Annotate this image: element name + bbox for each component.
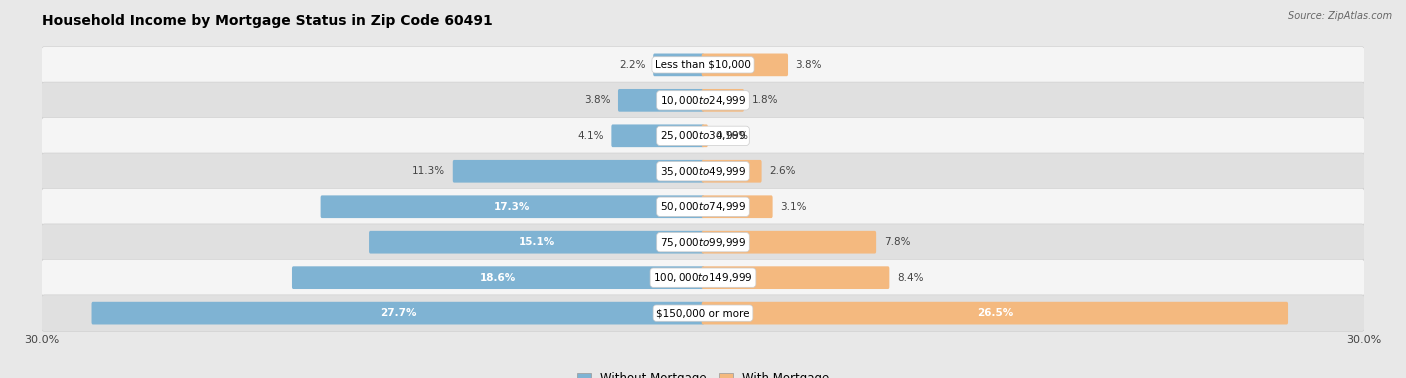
- Text: 0.16%: 0.16%: [716, 131, 748, 141]
- FancyBboxPatch shape: [619, 89, 704, 112]
- FancyBboxPatch shape: [453, 160, 704, 183]
- FancyBboxPatch shape: [41, 82, 1365, 119]
- FancyBboxPatch shape: [91, 302, 704, 324]
- FancyBboxPatch shape: [41, 224, 1365, 260]
- FancyBboxPatch shape: [702, 266, 890, 289]
- Text: $100,000 to $149,999: $100,000 to $149,999: [654, 271, 752, 284]
- Text: $25,000 to $34,999: $25,000 to $34,999: [659, 129, 747, 142]
- Text: 7.8%: 7.8%: [883, 237, 910, 247]
- Text: $35,000 to $49,999: $35,000 to $49,999: [659, 165, 747, 178]
- Text: Household Income by Mortgage Status in Zip Code 60491: Household Income by Mortgage Status in Z…: [42, 14, 494, 28]
- Text: $50,000 to $74,999: $50,000 to $74,999: [659, 200, 747, 213]
- Text: 15.1%: 15.1%: [519, 237, 555, 247]
- FancyBboxPatch shape: [41, 46, 1365, 83]
- Text: 17.3%: 17.3%: [495, 202, 530, 212]
- FancyBboxPatch shape: [41, 118, 1365, 154]
- FancyBboxPatch shape: [702, 89, 744, 112]
- FancyBboxPatch shape: [702, 160, 762, 183]
- Text: $75,000 to $99,999: $75,000 to $99,999: [659, 236, 747, 249]
- Text: 2.6%: 2.6%: [769, 166, 796, 176]
- Text: 8.4%: 8.4%: [897, 273, 924, 283]
- Text: 27.7%: 27.7%: [380, 308, 416, 318]
- Text: Less than $10,000: Less than $10,000: [655, 60, 751, 70]
- FancyBboxPatch shape: [41, 153, 1365, 189]
- FancyBboxPatch shape: [368, 231, 704, 254]
- FancyBboxPatch shape: [702, 302, 1288, 324]
- Text: Source: ZipAtlas.com: Source: ZipAtlas.com: [1288, 11, 1392, 21]
- FancyBboxPatch shape: [292, 266, 704, 289]
- Text: 26.5%: 26.5%: [977, 308, 1012, 318]
- FancyBboxPatch shape: [41, 189, 1365, 225]
- Text: 11.3%: 11.3%: [412, 166, 446, 176]
- Legend: Without Mortgage, With Mortgage: Without Mortgage, With Mortgage: [572, 367, 834, 378]
- Text: $150,000 or more: $150,000 or more: [657, 308, 749, 318]
- FancyBboxPatch shape: [702, 231, 876, 254]
- FancyBboxPatch shape: [321, 195, 704, 218]
- Text: 4.1%: 4.1%: [578, 131, 605, 141]
- FancyBboxPatch shape: [702, 124, 707, 147]
- Text: 1.8%: 1.8%: [751, 95, 778, 105]
- Text: 2.2%: 2.2%: [619, 60, 645, 70]
- FancyBboxPatch shape: [612, 124, 704, 147]
- FancyBboxPatch shape: [41, 259, 1365, 296]
- FancyBboxPatch shape: [702, 54, 787, 76]
- FancyBboxPatch shape: [41, 295, 1365, 332]
- Text: 18.6%: 18.6%: [479, 273, 516, 283]
- Text: 3.1%: 3.1%: [780, 202, 807, 212]
- FancyBboxPatch shape: [702, 195, 773, 218]
- Text: 3.8%: 3.8%: [583, 95, 610, 105]
- Text: 3.8%: 3.8%: [796, 60, 823, 70]
- FancyBboxPatch shape: [654, 54, 704, 76]
- Text: $10,000 to $24,999: $10,000 to $24,999: [659, 94, 747, 107]
